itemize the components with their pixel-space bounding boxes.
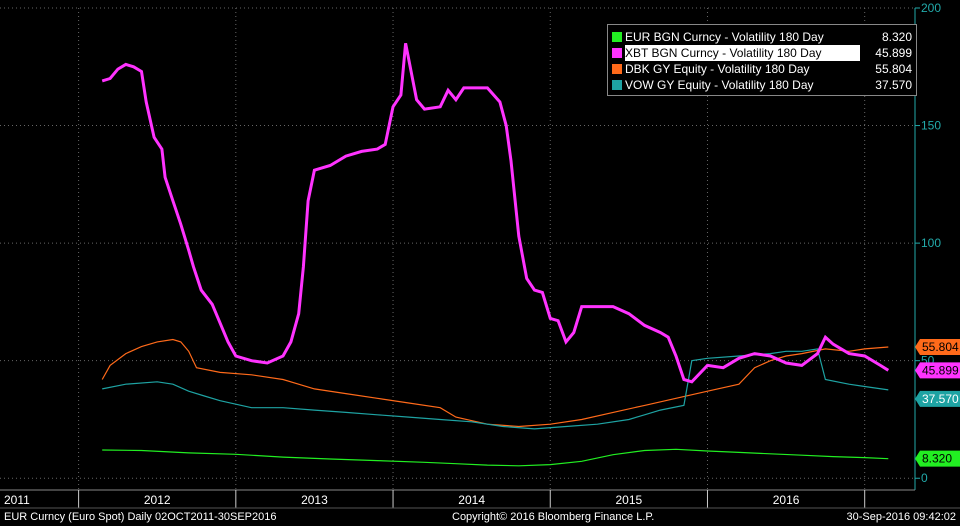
series-line-3 [102, 348, 889, 430]
footer-copyright: Copyright© 2016 Bloomberg Finance L.P. [452, 511, 655, 523]
legend-label-1: XBT BGN Curncy - Volatility 180 Day [625, 45, 860, 61]
last-value-tag-0: 8.320 [915, 450, 960, 467]
chart-legend: EUR BGN Curncy - Volatility 180 Day 8.320… [607, 24, 917, 96]
last-value-tag-3: 37.570 [915, 390, 960, 407]
series-line-1 [101, 43, 890, 384]
last-value-tag-2: 55.804 [915, 339, 960, 356]
legend-entry-3[interactable]: VOW GY Equity - Volatility 180 Day 37.570 [612, 77, 912, 93]
legend-value-1: 45.899 [875, 46, 912, 60]
last-value-tag-text-3: 37.570 [922, 392, 959, 406]
last-value-tag-bg-3 [915, 390, 960, 407]
x-tick-label-2014: 2014 [458, 493, 485, 507]
legend-entry-1[interactable]: XBT BGN Curncy - Volatility 180 Day 45.89… [612, 45, 912, 61]
legend-value-3: 37.570 [875, 78, 912, 92]
legend-swatch-1 [612, 48, 622, 58]
series-line-0 [102, 448, 889, 467]
legend-label-2: DBK GY Equity - Volatility 180 Day [625, 62, 810, 76]
x-tick-label-2011: 2011 [4, 493, 30, 507]
y-tick-label-4: 200 [921, 1, 941, 15]
last-value-tag-bg-0 [915, 450, 960, 467]
legend-label-0: EUR BGN Curncy - Volatility 180 Day [625, 30, 824, 44]
legend-label-3: VOW GY Equity - Volatility 180 Day [625, 78, 814, 92]
x-tick-label-2012: 2012 [144, 493, 171, 507]
legend-swatch-3 [612, 80, 622, 90]
y-tick-label-0: 0 [921, 471, 928, 485]
legend-swatch-2 [612, 64, 622, 74]
footer-bar: EUR Curncy (Euro Spot) Daily 02OCT2011-3… [0, 509, 960, 526]
last-value-tag-1: 45.899 [915, 362, 960, 379]
legend-swatch-0 [612, 32, 622, 42]
footer-timestamp: 30-Sep-2016 09:42:02 [846, 511, 956, 523]
x-tick-label-2015: 2015 [616, 493, 643, 507]
last-value-tag-text-1: 45.899 [922, 363, 959, 377]
footer-security-info: EUR Curncy (Euro Spot) Daily 02OCT2011-3… [4, 511, 277, 523]
legend-value-2: 55.804 [875, 62, 912, 76]
series-line-2 [101, 338, 889, 428]
y-tick-label-2: 100 [921, 236, 941, 250]
last-value-tag-bg-1 [915, 362, 960, 379]
legend-value-0: 8.320 [881, 30, 912, 44]
y-tick-label-3: 150 [921, 119, 941, 133]
last-value-tag-text-0: 8.320 [922, 452, 952, 466]
legend-entry-0[interactable]: EUR BGN Curncy - Volatility 180 Day 8.320 [612, 29, 912, 45]
legend-entry-2[interactable]: DBK GY Equity - Volatility 180 Day 55.804 [612, 61, 912, 77]
last-value-tag-text-2: 55.804 [922, 340, 959, 354]
x-tick-label-2013: 2013 [301, 493, 328, 507]
last-value-tag-bg-2 [915, 339, 960, 356]
x-tick-label-2016: 2016 [773, 493, 800, 507]
